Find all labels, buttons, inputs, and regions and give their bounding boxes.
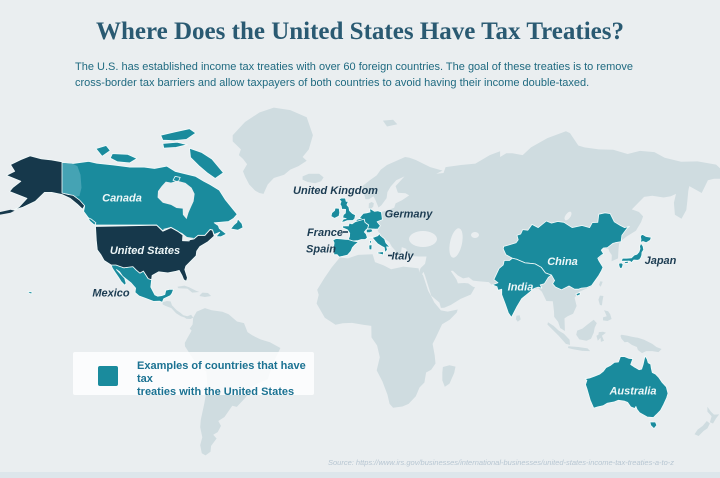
svg-text:France: France: [307, 227, 343, 239]
svg-text:Australia: Australia: [608, 385, 656, 397]
svg-text:India: India: [508, 281, 534, 293]
svg-text:United Kingdom: United Kingdom: [293, 185, 378, 197]
svg-text:Italy: Italy: [391, 250, 414, 262]
svg-text:Japan: Japan: [645, 255, 677, 267]
svg-text:Canada: Canada: [102, 192, 142, 204]
svg-text:United States: United States: [110, 245, 180, 257]
svg-text:China: China: [547, 256, 578, 268]
svg-text:Spain: Spain: [306, 243, 336, 255]
svg-text:Mexico: Mexico: [92, 287, 130, 299]
svg-text:Germany: Germany: [385, 208, 434, 220]
